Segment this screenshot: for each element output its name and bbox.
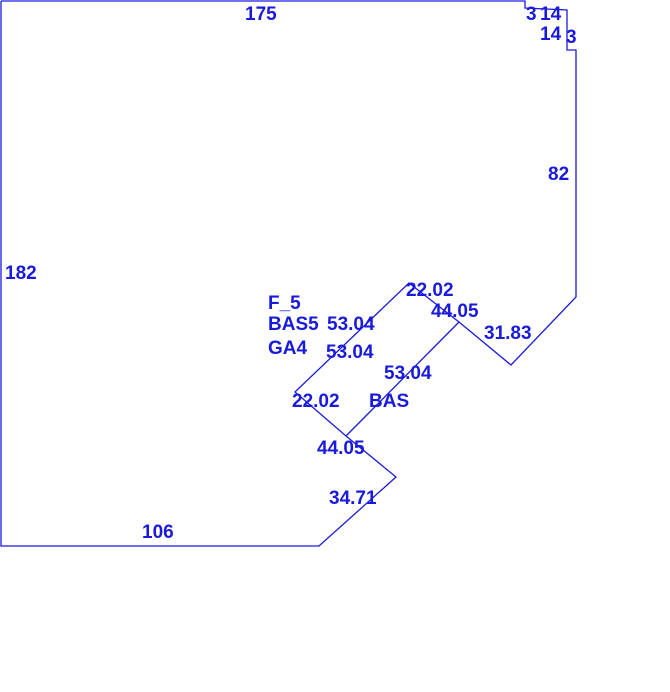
dim-right: 82 — [548, 164, 570, 185]
area-bas2-label: BAS — [369, 391, 410, 412]
dim-top: 175 — [245, 4, 277, 25]
dim-inner-c: 53.04 — [384, 363, 432, 384]
area-garage-label: GA4 — [268, 338, 308, 359]
dim-step-b: 14 — [540, 4, 562, 25]
dim-bottom: 106 — [142, 522, 174, 543]
dim-inner-b: 53.04 — [326, 342, 374, 363]
dim-upper-long: 44.05 — [431, 301, 479, 322]
dim-diag-right: 31.83 — [484, 323, 532, 344]
dim-lower-short: 22.02 — [292, 391, 340, 412]
dim-left: 182 — [5, 263, 37, 284]
outer-perimeter — [0, 0, 577, 547]
dim-step-a: 3 — [526, 4, 537, 25]
area-bas1-label: BAS5 — [268, 314, 319, 335]
dim-lower-long: 44.05 — [317, 438, 365, 459]
dim-upper-short: 22.02 — [406, 280, 454, 301]
inner-divider — [345, 321, 460, 437]
dim-bottom-diag: 34.71 — [329, 488, 377, 509]
dim-inner-a: 53.04 — [327, 314, 375, 335]
dim-step-d: 3 — [566, 27, 577, 48]
area-floor-label: F_5 — [268, 293, 301, 314]
dim-step-c: 14 — [540, 24, 562, 45]
